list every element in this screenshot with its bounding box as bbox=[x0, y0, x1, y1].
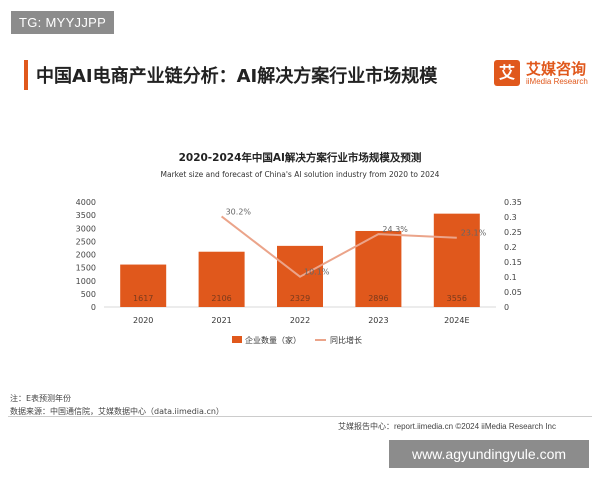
x-tick-label: 2022 bbox=[290, 316, 310, 325]
growth-value-label: 10.1% bbox=[304, 268, 330, 277]
y-tick-label: 1000 bbox=[76, 277, 96, 286]
watermark-bottom: www.agyundingyule.com bbox=[389, 440, 589, 468]
bar bbox=[120, 264, 167, 307]
y2-tick-label: 0.3 bbox=[504, 213, 517, 222]
growth-value-label: 24.3% bbox=[382, 225, 408, 234]
y-tick-label: 2500 bbox=[76, 237, 96, 246]
x-tick-label: 2024E bbox=[444, 316, 469, 325]
iimedia-logo: 艾 艾媒咨询 iiMedia Research bbox=[494, 58, 594, 92]
bar-value-label: 3556 bbox=[447, 294, 467, 303]
y2-tick-label: 0.35 bbox=[504, 198, 522, 207]
bar bbox=[198, 251, 245, 307]
chart-title: 2020-2024年中国AI解决方案行业市场规模及预测 bbox=[179, 151, 422, 164]
watermark-top: TG: MYYJJPP bbox=[11, 11, 115, 34]
y2-tick-label: 0.15 bbox=[504, 258, 522, 267]
bar-value-label: 1617 bbox=[133, 294, 153, 303]
footer-note: 注：E表预测年份 bbox=[10, 394, 72, 403]
y-tick-label: 0 bbox=[91, 303, 96, 312]
bar-value-label: 2896 bbox=[368, 294, 388, 303]
y-tick-label: 4000 bbox=[76, 198, 96, 207]
x-tick-label: 2021 bbox=[211, 316, 231, 325]
footer-report-center: 艾媒报告中心：report.iimedia.cn ©2024 iiMedia R… bbox=[338, 422, 556, 431]
footer-divider bbox=[8, 416, 592, 417]
page-title: 中国AI电商产业链分析：AI解决方案行业市场规模 bbox=[36, 66, 438, 87]
legend-swatch-bar bbox=[232, 336, 242, 343]
growth-value-label: 30.2% bbox=[226, 207, 252, 216]
title-accent-bar bbox=[24, 60, 28, 90]
growth-line bbox=[220, 215, 457, 278]
bar bbox=[355, 230, 402, 307]
footer-source: 数据来源：中国通信院，艾媒数据中心（data.iimedia.cn） bbox=[10, 407, 224, 416]
legend-label-bar: 企业数量（家） bbox=[245, 335, 301, 345]
y-tick-label: 2000 bbox=[76, 251, 96, 260]
bar-value-label: 2106 bbox=[211, 294, 231, 303]
bar-value-label: 2329 bbox=[290, 294, 310, 303]
x-tick-label: 2023 bbox=[368, 316, 388, 325]
y2-tick-label: 0.05 bbox=[504, 288, 522, 297]
legend-label-line: 同比增长 bbox=[330, 335, 362, 345]
logo-en-text: iiMedia Research bbox=[526, 77, 588, 86]
logo-mark: 艾 bbox=[494, 60, 520, 86]
y2-tick-label: 0.25 bbox=[504, 228, 522, 237]
x-tick-label: 2020 bbox=[133, 316, 153, 325]
market-size-chart: 2020-2024年中国AI解决方案行业市场规模及预测 Market size … bbox=[76, 151, 522, 345]
y-tick-label: 3000 bbox=[76, 224, 96, 233]
y-tick-label: 1500 bbox=[76, 264, 96, 273]
y-tick-label: 500 bbox=[81, 290, 96, 299]
y-tick-label: 3500 bbox=[76, 211, 96, 220]
logo-cn-text: 艾媒咨询 bbox=[526, 60, 587, 78]
bar bbox=[433, 213, 480, 307]
growth-value-label: 23.1% bbox=[461, 229, 487, 238]
y2-tick-label: 0.2 bbox=[504, 243, 517, 252]
y2-tick-label: 0.1 bbox=[504, 273, 517, 282]
y2-tick-label: 0 bbox=[504, 303, 509, 312]
chart-subtitle: Market size and forecast of China's AI s… bbox=[161, 170, 440, 179]
